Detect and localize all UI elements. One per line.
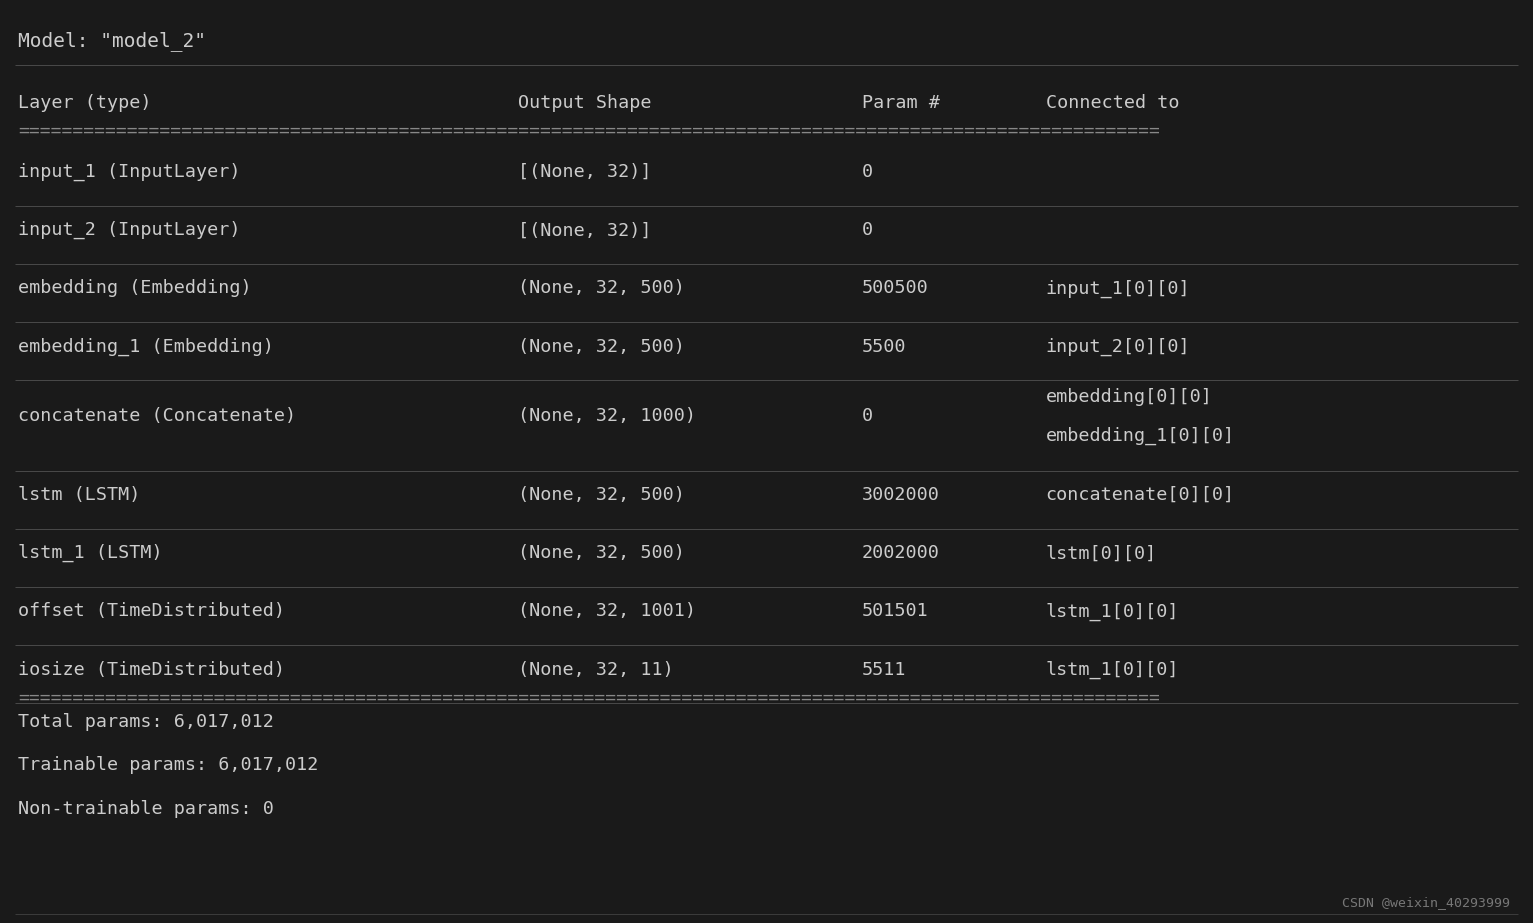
Text: Layer (type): Layer (type) xyxy=(18,94,152,113)
Text: Trainable params: 6,017,012: Trainable params: 6,017,012 xyxy=(18,756,319,774)
Text: input_1[0][0]: input_1[0][0] xyxy=(1046,280,1190,297)
Text: 0: 0 xyxy=(862,163,872,181)
Text: offset (TimeDistributed): offset (TimeDistributed) xyxy=(18,603,285,620)
Text: 501501: 501501 xyxy=(862,603,929,620)
Text: Total params: 6,017,012: Total params: 6,017,012 xyxy=(18,713,274,731)
Text: lstm (LSTM): lstm (LSTM) xyxy=(18,486,141,504)
Text: 3002000: 3002000 xyxy=(862,486,940,504)
Text: (None, 32, 1001): (None, 32, 1001) xyxy=(518,603,696,620)
Text: lstm_1[0][0]: lstm_1[0][0] xyxy=(1046,603,1179,620)
Text: [(None, 32)]: [(None, 32)] xyxy=(518,163,652,181)
Text: 5511: 5511 xyxy=(862,661,906,678)
Text: 2002000: 2002000 xyxy=(862,545,940,562)
Text: [(None, 32)]: [(None, 32)] xyxy=(518,222,652,239)
Text: embedding_1 (Embedding): embedding_1 (Embedding) xyxy=(18,338,274,355)
Text: Model: "model_2": Model: "model_2" xyxy=(18,30,207,51)
Text: (None, 32, 500): (None, 32, 500) xyxy=(518,545,685,562)
Text: (None, 32, 500): (None, 32, 500) xyxy=(518,486,685,504)
Text: lstm_1[0][0]: lstm_1[0][0] xyxy=(1046,661,1179,678)
Text: embedding (Embedding): embedding (Embedding) xyxy=(18,280,251,297)
Text: embedding[0][0]: embedding[0][0] xyxy=(1046,388,1213,405)
Text: CSDN @weixin_40293999: CSDN @weixin_40293999 xyxy=(1341,896,1510,909)
Text: 5500: 5500 xyxy=(862,338,906,355)
Text: lstm[0][0]: lstm[0][0] xyxy=(1046,545,1157,562)
Text: Connected to: Connected to xyxy=(1046,94,1179,113)
Text: 0: 0 xyxy=(862,222,872,239)
Text: concatenate (Concatenate): concatenate (Concatenate) xyxy=(18,407,296,426)
Text: input_1 (InputLayer): input_1 (InputLayer) xyxy=(18,163,241,181)
Text: concatenate[0][0]: concatenate[0][0] xyxy=(1046,486,1234,504)
Text: input_2 (InputLayer): input_2 (InputLayer) xyxy=(18,222,241,239)
Text: embedding_1[0][0]: embedding_1[0][0] xyxy=(1046,427,1234,446)
Text: Param #: Param # xyxy=(862,94,940,113)
Text: iosize (TimeDistributed): iosize (TimeDistributed) xyxy=(18,661,285,678)
Text: ================================================================================: ========================================… xyxy=(18,689,1160,707)
Text: 500500: 500500 xyxy=(862,280,929,297)
Text: input_2[0][0]: input_2[0][0] xyxy=(1046,338,1190,355)
Text: lstm_1 (LSTM): lstm_1 (LSTM) xyxy=(18,545,162,562)
Text: (None, 32, 11): (None, 32, 11) xyxy=(518,661,675,678)
Text: (None, 32, 500): (None, 32, 500) xyxy=(518,280,685,297)
Text: (None, 32, 1000): (None, 32, 1000) xyxy=(518,407,696,426)
Text: Non-trainable params: 0: Non-trainable params: 0 xyxy=(18,799,274,818)
Text: ================================================================================: ========================================… xyxy=(18,122,1160,140)
Text: Output Shape: Output Shape xyxy=(518,94,652,113)
Text: 0: 0 xyxy=(862,407,872,426)
Text: (None, 32, 500): (None, 32, 500) xyxy=(518,338,685,355)
